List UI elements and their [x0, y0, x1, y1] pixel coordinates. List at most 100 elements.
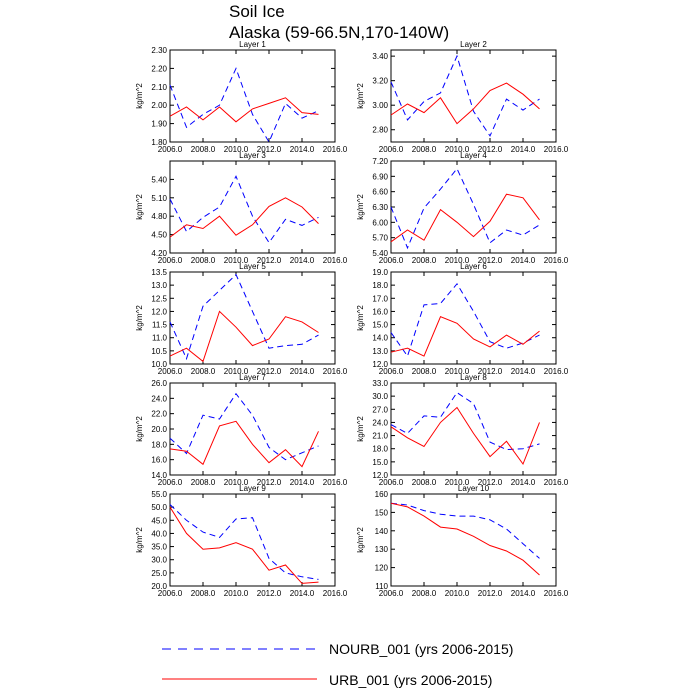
- series-line-urb: [169, 310, 319, 363]
- x-tick-label: 2008.0: [191, 367, 216, 376]
- x-tick-label: 2016.0: [544, 256, 569, 265]
- y-tick-label: 2.10: [151, 83, 167, 92]
- panel-layer-8: Layer 8 2006.0 2008.0 2010.0 2012.0 2014.0 201…: [356, 373, 569, 487]
- y-tick-label: 120: [375, 564, 389, 573]
- x-tick-label: 2014.0: [290, 145, 315, 154]
- x-tick-label: 2006.0: [158, 367, 183, 376]
- y-tick-label: 12.0: [151, 307, 167, 316]
- x-tick-label: 2012.0: [478, 145, 503, 154]
- y-tick-label: 110: [375, 582, 388, 591]
- x-tick-label: 2008.0: [412, 256, 437, 265]
- y-tick-label: 2.20: [151, 64, 167, 73]
- y-tick-label: 14.0: [151, 471, 167, 480]
- x-tick-label: 2014.0: [511, 478, 536, 487]
- x-tick-label: 2014.0: [290, 367, 315, 376]
- series-line-urb: [169, 197, 319, 238]
- y-tick-label: 6.30: [372, 203, 388, 212]
- y-tick-label: 50.0: [151, 503, 167, 512]
- x-tick-label: 2008.0: [412, 367, 437, 376]
- series-line-urb: [169, 506, 319, 584]
- y-tick-label: 35.0: [151, 543, 167, 552]
- panel-layer-5: Layer 5 2006.0 2008.0 2010.0 2012.0 2014.0 201…: [135, 262, 348, 376]
- plot-frame: [169, 49, 336, 143]
- x-tick-label: 2010.0: [224, 256, 249, 265]
- plot-frame: [390, 160, 557, 254]
- y-tick-label: 13.0: [372, 347, 388, 356]
- y-axis-label: kg/m^2: [356, 527, 365, 553]
- y-tick-label: 20.0: [151, 425, 167, 434]
- plot-frame: [390, 493, 557, 587]
- x-tick-label: 2008.0: [412, 145, 437, 154]
- panel-title: Layer 7: [239, 373, 266, 382]
- x-tick-label: 2006.0: [379, 145, 404, 154]
- y-tick-label: 30.0: [151, 556, 167, 565]
- series-line-nourb: [390, 167, 540, 250]
- series-line-nourb: [390, 282, 540, 358]
- panel-layer-4: Layer 4 2006.0 2008.0 2010.0 2012.0 2014.0 201…: [356, 151, 569, 265]
- x-tick-label: 2012.0: [478, 367, 503, 376]
- series-line-urb: [390, 406, 540, 466]
- y-tick-label: 55.0: [151, 490, 167, 499]
- x-tick-label: 2008.0: [191, 256, 216, 265]
- panel-title: Layer 5: [239, 262, 266, 271]
- series-line-urb: [390, 193, 540, 243]
- x-tick-label: 2010.0: [445, 367, 470, 376]
- x-tick-label: 2014.0: [511, 256, 536, 265]
- series-line-nourb: [169, 273, 319, 361]
- y-tick-label: 10.0: [151, 360, 167, 369]
- x-tick-label: 2006.0: [158, 256, 183, 265]
- panel-layer-2: Layer 2 2006.0 2008.0 2010.0 2012.0 2014.0 201…: [356, 40, 569, 154]
- y-tick-label: 24.0: [151, 394, 167, 403]
- y-tick-label: 13.5: [151, 268, 167, 277]
- panel-layer-10: Layer 10 2006.0 2008.0 2010.0 2012.0 2014.0 20…: [356, 484, 569, 598]
- y-tick-label: 150: [375, 508, 389, 517]
- x-tick-label: 2010.0: [224, 145, 249, 154]
- y-tick-label: 5.10: [151, 194, 167, 203]
- y-tick-label: 6.90: [372, 172, 388, 181]
- y-tick-label: 4.80: [151, 212, 167, 221]
- y-tick-label: 22.0: [151, 410, 167, 419]
- x-tick-label: 2016.0: [544, 478, 569, 487]
- y-axis-label: kg/m^2: [356, 305, 365, 331]
- y-tick-label: 11.0: [152, 334, 168, 343]
- series-line-nourb: [390, 54, 540, 137]
- plot-frame: [169, 160, 336, 254]
- panel-title: Layer 1: [239, 40, 266, 49]
- y-tick-label: 4.50: [151, 231, 167, 240]
- panel-title: Layer 9: [239, 484, 266, 493]
- x-tick-label: 2006.0: [379, 589, 404, 598]
- y-tick-label: 14.0: [372, 334, 388, 343]
- y-tick-label: 21.0: [372, 432, 388, 441]
- y-tick-label: 5.70: [372, 234, 388, 243]
- y-tick-label: 15.0: [372, 321, 388, 330]
- x-tick-label: 2008.0: [412, 478, 437, 487]
- y-tick-label: 7.20: [372, 157, 388, 166]
- x-tick-label: 2006.0: [158, 478, 183, 487]
- y-tick-label: 12.0: [372, 360, 388, 369]
- x-tick-label: 2016.0: [323, 145, 348, 154]
- series-line-urb: [390, 82, 540, 125]
- y-tick-label: 20.0: [151, 582, 167, 591]
- y-tick-label: 33.0: [372, 379, 388, 388]
- y-tick-label: 19.0: [372, 268, 388, 277]
- x-tick-label: 2006.0: [158, 145, 183, 154]
- y-tick-label: 17.0: [372, 294, 388, 303]
- panel-layer-9: Layer 9 2006.0 2008.0 2010.0 2012.0 2014.0 201…: [135, 484, 348, 598]
- y-axis-label: kg/m^2: [135, 527, 144, 553]
- y-axis-label: kg/m^2: [356, 194, 365, 220]
- y-tick-label: 27.0: [372, 405, 388, 414]
- x-tick-label: 2010.0: [224, 367, 249, 376]
- legend: NOURB_001 (yrs 2006-2015) URB_001 (yrs 2…: [162, 641, 513, 688]
- y-tick-label: 11.5: [152, 321, 168, 330]
- series-line-nourb: [169, 392, 319, 461]
- figure-title: Soil Ice: [229, 2, 285, 21]
- x-tick-label: 2014.0: [511, 589, 536, 598]
- x-tick-label: 2012.0: [257, 478, 282, 487]
- panel-layer-6: Layer 6 2006.0 2008.0 2010.0 2012.0 2014.0 201…: [356, 262, 569, 376]
- x-tick-label: 2010.0: [224, 589, 249, 598]
- y-tick-label: 3.20: [372, 77, 388, 86]
- series-line-nourb: [390, 391, 540, 451]
- x-tick-label: 2008.0: [191, 478, 216, 487]
- series-line-urb: [169, 420, 319, 468]
- x-tick-label: 2006.0: [379, 367, 404, 376]
